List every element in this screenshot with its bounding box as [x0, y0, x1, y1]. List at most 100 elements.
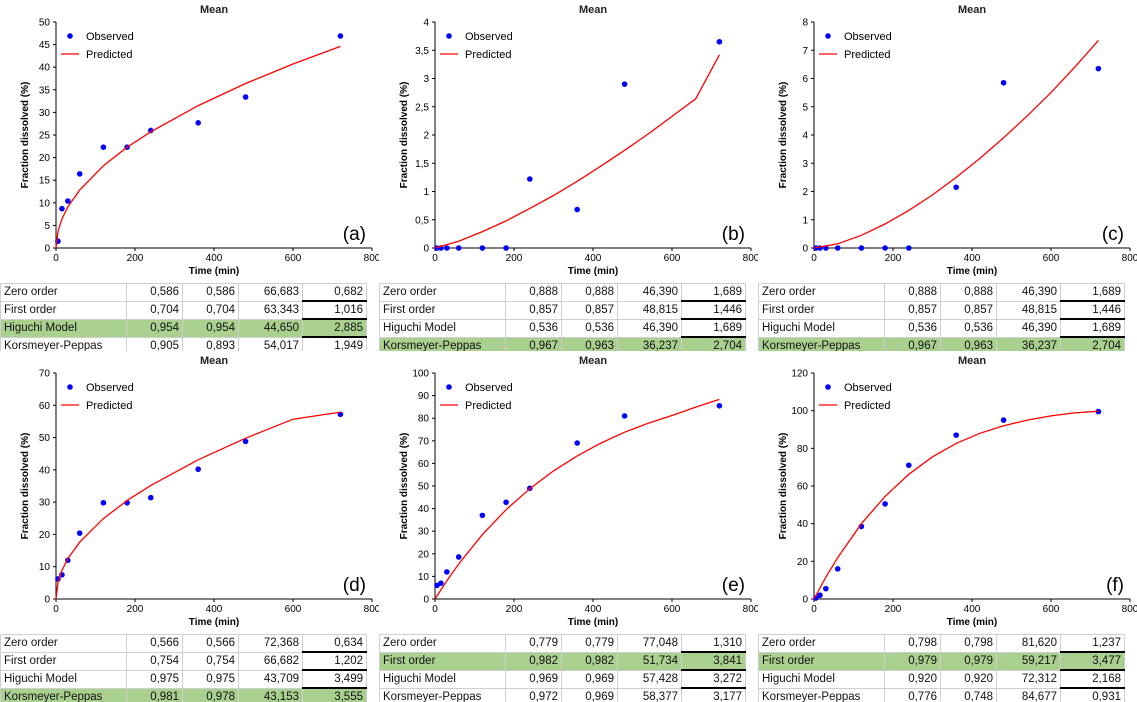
- observed-data-point: [337, 33, 344, 39]
- predicted-series-line: [434, 398, 720, 600]
- x-tick-label: 200: [127, 253, 144, 264]
- table-row: Higuchi Model 0,920 0,920 72,312 2,168: [758, 669, 1125, 689]
- stat-value-cell: 0,920: [940, 669, 997, 689]
- observed-data-point: [100, 499, 107, 506]
- legend-entry-label: Predicted: [86, 49, 132, 61]
- y-tick-label: 30: [39, 108, 51, 119]
- legend-marker-swatch: [67, 33, 73, 39]
- stat-value-cell: 0,704: [126, 300, 183, 320]
- stat-value-cell: 54,017: [238, 336, 303, 351]
- chart-title: Mean: [579, 4, 607, 16]
- predicted-series-line: [434, 54, 720, 249]
- stat-value-cell: 1,689: [1060, 318, 1125, 338]
- legend-entry-label: Predicted: [465, 400, 511, 412]
- x-tick-label: 600: [1043, 253, 1060, 264]
- model-name-cell: First order: [758, 300, 885, 320]
- x-axis-label: Time (min): [947, 617, 997, 628]
- x-tick-label: 0: [432, 253, 438, 264]
- observed-data-point: [242, 94, 249, 100]
- stat-value-cell: 66,682: [238, 651, 303, 671]
- observed-data-point: [100, 144, 107, 151]
- observed-data-point: [444, 245, 450, 251]
- stat-value-cell: 0,963: [940, 336, 997, 351]
- predicted-series-line: [813, 410, 1099, 600]
- y-tick-label: 80: [797, 444, 809, 455]
- observed-data-point: [953, 184, 959, 191]
- observed-data-point: [621, 81, 628, 87]
- table-row: Zero order 0,566 0,566 72,368 0,634: [0, 634, 367, 653]
- y-tick-label: 30: [418, 527, 430, 538]
- stat-value-cell: 0,969: [505, 669, 562, 689]
- table-row: Higuchi Model 0,536 0,536 46,390 1,689: [379, 318, 746, 338]
- model-name-cell: First order: [0, 300, 127, 320]
- model-name-cell: First order: [379, 651, 506, 671]
- stat-value-cell: 0,798: [940, 634, 997, 653]
- stat-value-cell: 0,754: [182, 651, 239, 671]
- y-tick-label: 1: [802, 215, 808, 226]
- panel-label: (e): [722, 575, 745, 596]
- x-tick-label: 400: [206, 253, 223, 264]
- stat-value-cell: 3,499: [302, 669, 367, 689]
- model-name-cell: Higuchi Model: [758, 318, 885, 338]
- observed-data-point: [1000, 417, 1007, 423]
- y-tick-label: 3,5: [415, 46, 429, 57]
- y-tick-label: 40: [797, 519, 809, 530]
- stat-value-cell: 2,885: [302, 318, 367, 338]
- table-row: First order 0,982 0,982 51,734 3,841: [379, 651, 746, 671]
- stat-value-cell: 0,586: [182, 283, 239, 302]
- y-tick-label: 80: [418, 414, 430, 425]
- stat-value-cell: 3,477: [1060, 651, 1125, 671]
- model-name-cell: Korsmeyer-Peppas: [758, 336, 885, 351]
- stat-value-cell: 43,709: [238, 669, 303, 689]
- stat-value-cell: 48,815: [617, 300, 682, 320]
- observed-data-point: [479, 512, 486, 519]
- y-tick-label: 70: [418, 436, 430, 447]
- stat-value-cell: 36,237: [617, 336, 682, 351]
- y-tick-label: 0: [802, 244, 808, 255]
- stat-value-cell: 0,704: [182, 300, 239, 320]
- legend-entry-label: Observed: [86, 31, 134, 43]
- model-name-cell: Zero order: [379, 283, 506, 302]
- chart-panel-4: Mean 0 10 20 30 40 50 60 70 0 200 400 600 800 Time (mi…: [0, 351, 379, 702]
- model-fit-table: Zero order 0,888 0,888 46,390 1,689 First ord…: [379, 283, 746, 351]
- stat-value-cell: 36,237: [996, 336, 1061, 351]
- y-axis-label: Fraction dissolved (%): [20, 82, 31, 189]
- observed-data-point: [195, 466, 201, 473]
- x-tick-label: 0: [432, 604, 438, 615]
- stat-value-cell: 1,016: [302, 300, 367, 320]
- stat-value-cell: 63,343: [238, 300, 303, 320]
- observed-data-point: [1095, 65, 1102, 72]
- stat-value-cell: 0,536: [561, 318, 618, 338]
- stat-value-cell: 1,446: [681, 300, 746, 320]
- y-tick-label: 40: [39, 63, 51, 74]
- y-tick-label: 6: [802, 74, 808, 85]
- table-row: First order 0,857 0,857 48,815 1,446: [379, 300, 746, 320]
- stat-value-cell: 0,748: [940, 687, 997, 702]
- table-row: Zero order 0,888 0,888 46,390 1,689: [379, 283, 746, 302]
- y-tick-label: 90: [418, 391, 430, 402]
- chart-svg: Mean 0 20 40 60 80 100 120 0 200 400 600 800 Time (mi…: [778, 355, 1137, 628]
- table-row: First order 0,754 0,754 66,682 1,202: [0, 651, 367, 671]
- stat-value-cell: 0,634: [302, 634, 367, 653]
- model-name-cell: Zero order: [758, 283, 885, 302]
- y-axis-label: Fraction dissolved (%): [399, 433, 410, 540]
- stat-value-cell: 1,949: [302, 336, 367, 351]
- model-name-cell: Korsmeyer-Peppas: [379, 687, 506, 702]
- y-tick-label: 40: [39, 465, 51, 476]
- stat-value-cell: 0,969: [561, 687, 618, 702]
- y-axis-label: Fraction dissolved (%): [399, 82, 410, 189]
- legend-entry-label: Observed: [465, 31, 513, 43]
- x-tick-label: 200: [885, 253, 902, 264]
- table-row: First order 0,704 0,704 63,343 1,016: [0, 300, 367, 320]
- y-axis-label: Fraction dissolved (%): [778, 82, 789, 189]
- table-row: Korsmeyer-Peppas 0,972 0,969 58,377 3,177: [379, 687, 746, 702]
- observed-data-point: [503, 499, 509, 506]
- stat-value-cell: 0,566: [182, 634, 239, 653]
- observed-data-point: [527, 176, 533, 182]
- observed-data-point: [76, 530, 83, 536]
- stat-value-cell: 0,754: [126, 651, 183, 671]
- chart-svg: Mean 0 10 20 30 40 50 60 70 0 200 400 600 800 Time (mi…: [20, 355, 379, 628]
- stat-value-cell: 0,920: [884, 669, 941, 689]
- stat-value-cell: 0,536: [884, 318, 941, 338]
- stat-value-cell: 44,650: [238, 318, 303, 338]
